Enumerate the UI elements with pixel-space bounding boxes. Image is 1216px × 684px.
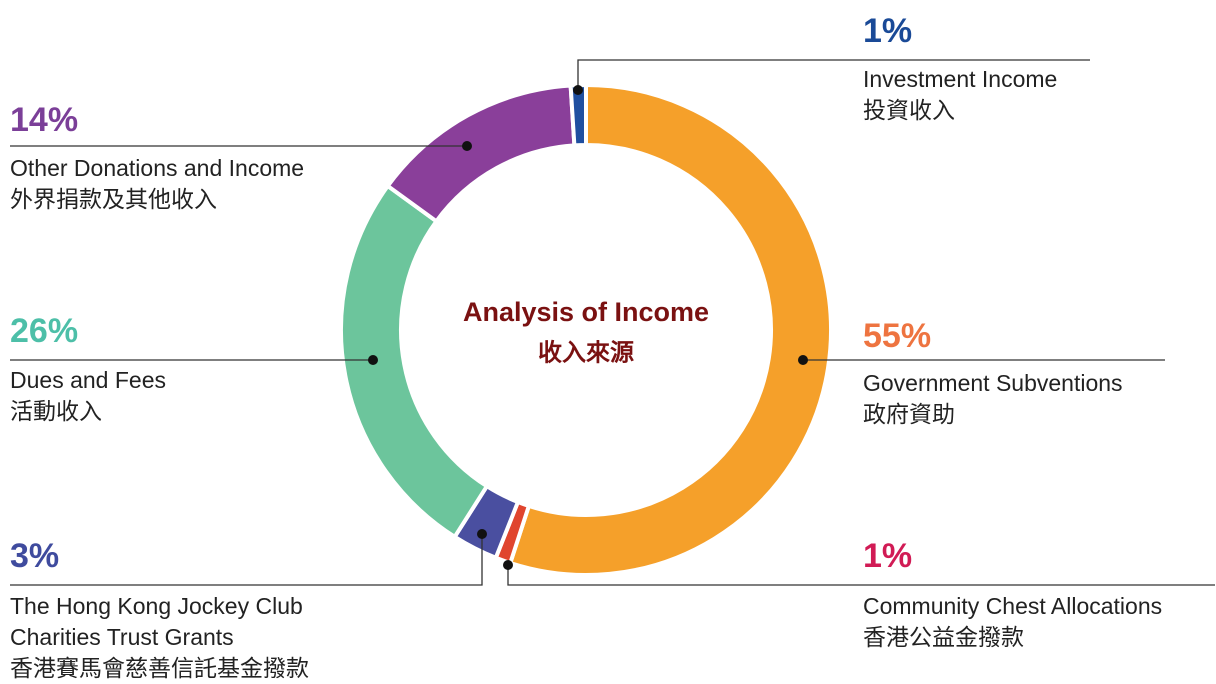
leader-line bbox=[577, 59, 1090, 90]
category-label-zh: 政府資助 bbox=[863, 401, 955, 427]
category-label: The Hong Kong Jockey Club Charities Trus… bbox=[10, 593, 303, 650]
percent-label: 3% bbox=[10, 537, 59, 575]
category-label-zh: 投資收入 bbox=[863, 97, 955, 123]
category-label: Investment Income bbox=[863, 66, 1058, 92]
donut-slice bbox=[339, 183, 490, 540]
category-label-zh: 外界捐款及其他收入 bbox=[10, 186, 217, 212]
donut-slice bbox=[384, 83, 577, 225]
leader-dot bbox=[462, 141, 472, 151]
chart-subtitle: 收入來源 bbox=[538, 339, 634, 366]
percent-label: 55% bbox=[863, 317, 931, 355]
category-label: Other Donations and Income bbox=[10, 155, 305, 181]
leader-dot bbox=[477, 529, 487, 539]
percent-label: 26% bbox=[10, 312, 78, 350]
category-label-zh: 香港賽馬會慈善信託基金撥款 bbox=[10, 655, 309, 681]
percent-label: 1% bbox=[863, 12, 912, 50]
percent-label: 14% bbox=[10, 101, 78, 139]
percent-label: 1% bbox=[863, 537, 912, 575]
leader-dot bbox=[573, 85, 583, 95]
category-label: Dues and Fees bbox=[10, 367, 166, 393]
category-label: Community Chest Allocations bbox=[863, 593, 1163, 619]
category-label-zh: 活動收入 bbox=[10, 398, 102, 424]
chart-title: Analysis of Income bbox=[463, 297, 709, 327]
leader-dot bbox=[503, 560, 513, 570]
category-label: Government Subventions bbox=[863, 370, 1123, 396]
category-label-zh: 香港公益金撥款 bbox=[863, 624, 1024, 650]
leader-dot bbox=[368, 355, 378, 365]
leader-line bbox=[507, 565, 1215, 586]
leader-line bbox=[10, 534, 483, 586]
donut-slice bbox=[568, 82, 588, 148]
donut-slice bbox=[507, 82, 833, 577]
leader-dot bbox=[798, 355, 808, 365]
